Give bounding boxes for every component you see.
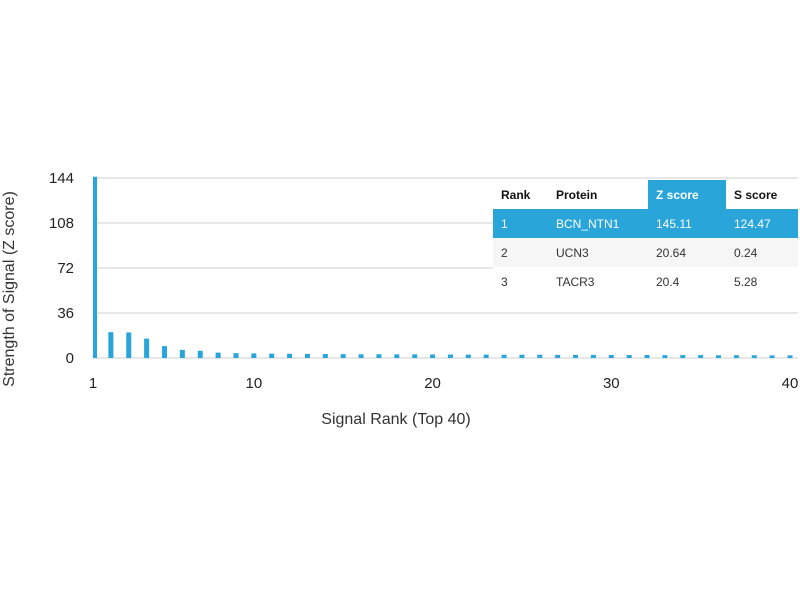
- table-row: 2 UCN3 20.64 0.24: [493, 238, 798, 267]
- bar-rank-17: [376, 354, 382, 358]
- bar-rank-2: [108, 332, 114, 358]
- bar-rank-34: [680, 355, 686, 358]
- protein-cell: BCN_NTN1: [548, 209, 648, 238]
- bar-rank-9: [233, 353, 239, 358]
- y-tick-label: 72: [57, 260, 74, 277]
- table-row: 3 TACR3 20.4 5.28: [493, 267, 798, 296]
- bar-rank-7: [197, 350, 203, 358]
- bar-rank-35: [698, 355, 704, 358]
- z-score-cell: 20.64: [648, 238, 726, 267]
- bar-rank-3: [126, 332, 132, 358]
- bar-rank-19: [412, 354, 418, 358]
- rank-cell: 3: [501, 274, 508, 289]
- rank-column-header: Rank: [501, 187, 531, 202]
- bar-rank-36: [716, 355, 722, 358]
- bar-rank-40: [787, 355, 793, 358]
- top-signals-table: Rank Protein Z score S score 1 BCN_NTN1 …: [493, 180, 798, 296]
- bars: [93, 176, 793, 358]
- bar-rank-6: [179, 349, 185, 358]
- y-tick-label: 108: [49, 215, 74, 232]
- x-axis-title: Signal Rank (Top 40): [321, 411, 470, 428]
- bar-rank-12: [287, 353, 293, 358]
- bar-rank-25: [519, 354, 525, 358]
- y-axis-title: Strength of Signal (Z score): [1, 191, 18, 387]
- bar-rank-23: [483, 354, 489, 358]
- x-tick-labels: 1 10 20 30 40: [89, 375, 799, 392]
- x-tick-label: 10: [246, 375, 263, 392]
- s-score-cell: 124.47: [726, 209, 798, 238]
- bar-rank-10: [251, 353, 257, 358]
- bar-rank-27: [555, 354, 561, 358]
- z-score-cell: 20.4: [656, 274, 680, 289]
- z-score-cell: 145.11: [648, 209, 726, 238]
- y-tick-label: 0: [66, 350, 74, 367]
- protein-column-header: Protein: [556, 187, 598, 202]
- bar-rank-29: [590, 354, 596, 358]
- bar-rank-38: [751, 355, 757, 358]
- bar-rank-22: [465, 354, 471, 358]
- rank-cell: 1: [493, 209, 548, 238]
- s-score-column-header: S score: [734, 187, 778, 202]
- protein-cell: TACR3: [556, 274, 595, 289]
- bar-rank-8: [215, 352, 221, 358]
- y-tick-label: 144: [49, 170, 74, 187]
- bar-rank-26: [537, 354, 543, 358]
- bar-rank-33: [662, 355, 668, 358]
- x-tick-label: 1: [89, 375, 97, 392]
- bar-rank-16: [358, 354, 364, 358]
- bar-rank-18: [394, 354, 400, 358]
- table-row: 1 BCN_NTN1 145.11 124.47: [493, 209, 798, 238]
- bar-rank-32: [644, 355, 650, 358]
- bar-rank-1: [93, 176, 97, 358]
- y-tick-labels: 0 36 72 108 144: [49, 170, 74, 367]
- bar-rank-4: [144, 338, 150, 358]
- s-score-cell: 0.24: [726, 238, 798, 267]
- table-header-row: Rank Protein Z score S score: [493, 180, 798, 209]
- bar-rank-20: [430, 354, 436, 358]
- z-score-column-header: Z score: [648, 180, 726, 209]
- x-tick-label: 20: [424, 375, 441, 392]
- x-tick-label: 40: [782, 375, 799, 392]
- bar-rank-30: [608, 355, 614, 358]
- bar-rank-21: [447, 354, 453, 358]
- bar-rank-37: [733, 355, 739, 358]
- bar-rank-13: [304, 353, 310, 358]
- bar-rank-5: [161, 346, 167, 358]
- bar-rank-39: [769, 355, 775, 358]
- bar-rank-28: [573, 354, 579, 358]
- x-tick-label: 30: [603, 375, 620, 392]
- bar-rank-11: [269, 353, 275, 358]
- s-score-cell: 5.28: [734, 274, 758, 289]
- rank-cell: 2: [493, 238, 548, 267]
- bar-rank-31: [626, 355, 632, 358]
- bar-rank-24: [501, 354, 507, 358]
- bar-rank-15: [340, 354, 346, 358]
- y-tick-label: 36: [57, 305, 74, 322]
- bar-rank-14: [322, 354, 328, 358]
- protein-cell: UCN3: [548, 238, 648, 267]
